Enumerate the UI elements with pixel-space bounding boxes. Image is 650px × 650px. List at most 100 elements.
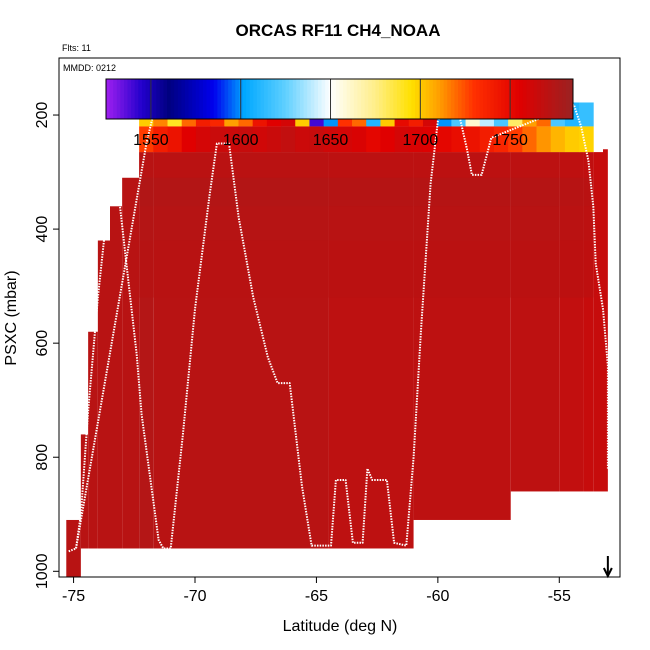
colorbar-cell <box>425 79 430 119</box>
colorbar-cell <box>422 79 427 119</box>
colorbar-cell <box>181 79 186 119</box>
colorbar-cell <box>339 79 344 119</box>
colorbar-cell <box>131 79 136 119</box>
colorbar-cell <box>551 79 556 119</box>
colorbar-cell <box>224 79 229 119</box>
colorbar-cell <box>407 79 412 119</box>
colorbar-cell <box>152 79 157 119</box>
colorbar-cell <box>332 79 337 119</box>
colorbar-cell <box>565 79 570 119</box>
x-axis-label: Latitude (deg N) <box>283 618 398 635</box>
x-tick-label: -60 <box>426 588 449 605</box>
colorbar-cell <box>361 79 366 119</box>
data-column <box>593 152 603 492</box>
colorbar-tick-label: 1550 <box>133 132 169 149</box>
arrow-marker <box>602 556 613 579</box>
colorbar-cell <box>386 79 391 119</box>
lower-band-cell <box>422 126 438 153</box>
lower-band-cell <box>153 126 168 153</box>
data-column <box>88 331 98 549</box>
colorbar-cell <box>206 79 211 119</box>
data-column <box>97 240 110 549</box>
colorbar-cell <box>461 79 466 119</box>
colorbar-cell <box>357 79 362 119</box>
colorbar-cell <box>213 79 218 119</box>
colorbar-cell <box>113 79 118 119</box>
colorbar-cell <box>504 79 509 119</box>
colorbar-cell <box>393 79 398 119</box>
lower-band-cell <box>536 126 552 153</box>
colorbar-cell <box>522 79 527 119</box>
colorbar-cell <box>138 79 143 119</box>
colorbar-cell <box>483 79 488 119</box>
colorbar-cell <box>167 79 172 119</box>
y-tick-label: 1000 <box>34 553 51 589</box>
colorbar-cell <box>299 79 305 119</box>
colorbar: 1550 1600 1650 1700 1750 <box>105 78 574 149</box>
lower-band-cell <box>167 126 183 153</box>
colorbar-cell <box>228 79 233 119</box>
data-column <box>110 206 123 549</box>
colorbar-cell <box>217 79 222 119</box>
colorbar-cell <box>307 79 312 119</box>
lower-band-cell <box>266 126 282 153</box>
colorbar-cell <box>310 79 315 119</box>
colorbar-cell <box>314 79 319 119</box>
plot-frame <box>58 57 621 578</box>
upper-band-cell <box>579 102 594 127</box>
flight-track-segment <box>75 102 158 549</box>
data-column <box>603 149 608 492</box>
colorbar-cell <box>231 79 236 119</box>
colorbar-cell <box>325 79 330 119</box>
data-column <box>80 434 89 549</box>
colorbar-tick-label: 1600 <box>223 132 259 149</box>
lower-band-cell <box>337 126 353 153</box>
colorbar-cell <box>436 79 441 119</box>
colorbar-cell <box>145 79 150 119</box>
colorbar-cell <box>364 79 369 119</box>
colorbar-cell <box>123 79 129 119</box>
colorbar-cell <box>450 79 455 119</box>
colorbar-cell <box>497 79 502 119</box>
plot-area <box>66 101 609 577</box>
colorbar-cell <box>343 79 348 119</box>
colorbar-cell <box>371 79 376 119</box>
colorbar-cell <box>558 79 563 119</box>
lower-band-cell <box>451 126 466 153</box>
lower-band-cell <box>295 126 310 153</box>
colorbar-cell <box>440 79 445 119</box>
colorbar-cell <box>501 79 506 119</box>
colorbar-cell <box>303 79 308 119</box>
colorbar-cell <box>120 79 125 119</box>
lower-band-cell <box>252 126 268 153</box>
colorbar-cell <box>242 79 247 119</box>
colorbar-cell <box>544 79 549 119</box>
lower-band-cell <box>352 126 367 153</box>
colorbar-cell <box>141 79 147 119</box>
colorbar-cell <box>569 79 574 119</box>
colorbar-cell <box>192 79 197 119</box>
colorbar-cell <box>526 79 531 119</box>
data-column <box>583 152 594 492</box>
colorbar-cell <box>274 79 279 119</box>
lower-band-cell <box>394 126 410 153</box>
colorbar-cell <box>479 79 484 119</box>
colorbar-cell <box>199 79 204 119</box>
colorbar-cell <box>235 79 240 119</box>
colorbar-cell <box>202 79 208 119</box>
colorbar-cell <box>472 79 477 119</box>
colorbar-cell <box>519 79 524 119</box>
colorbar-cell <box>260 79 265 119</box>
colorbar-cell <box>454 79 459 119</box>
y-tick-label: 400 <box>34 216 51 243</box>
colorbar-cell <box>317 79 323 119</box>
axes: -75 -70 -65 -60 -55 200 400 600 800 1000 <box>34 102 571 605</box>
flights-label: Flts: 11 <box>62 43 91 53</box>
colorbar-cell <box>511 79 517 119</box>
colorbar-cell <box>346 79 351 119</box>
lower-band-cell <box>437 126 452 153</box>
x-tick-label: -75 <box>62 588 85 605</box>
colorbar-cell <box>296 79 301 119</box>
colorbar-cell <box>109 79 114 119</box>
